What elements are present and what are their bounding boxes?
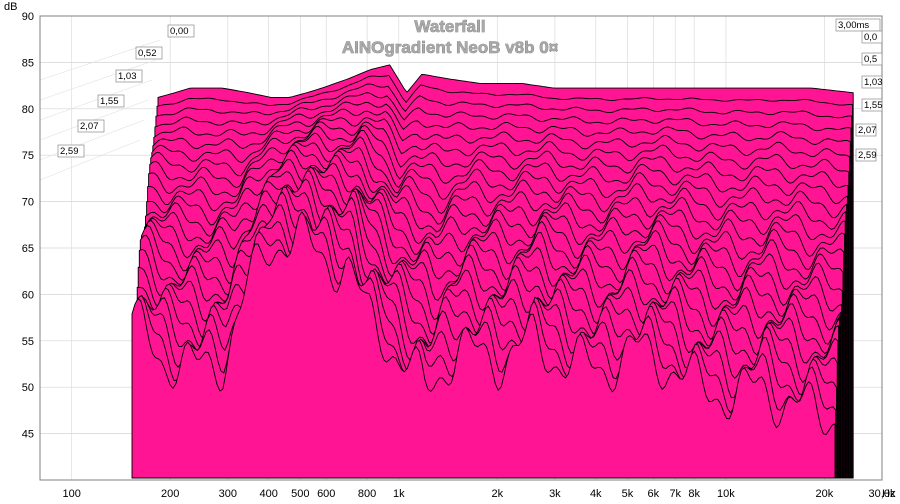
x-tick-label: 6k — [648, 488, 660, 500]
time-label-left: 0,52 — [138, 48, 157, 59]
time-label-right: 0,5 — [864, 54, 877, 65]
time-label-left: 1,55 — [100, 96, 119, 107]
time-label-right: 2,59 — [858, 150, 877, 161]
time-label-left: 0,00 — [170, 26, 189, 37]
chart-subtitle: AINOgradient NeoB v8b 0¤ — [342, 38, 558, 57]
y-tick-label: 60 — [22, 289, 34, 301]
x-tick-label: 2k — [491, 488, 503, 500]
grid-diagonal — [39, 119, 145, 161]
time-label-right: 1,03 — [864, 77, 883, 88]
time-label-box — [115, 69, 143, 83]
plot-frame — [39, 15, 883, 481]
grid-diagonal — [39, 59, 157, 101]
x-tick-label: 7k — [669, 488, 681, 500]
x-tick-label: 100 — [63, 488, 81, 500]
x-tick-label: 300 — [219, 488, 237, 500]
time-label-box — [861, 52, 883, 66]
x-tick-label: 4k — [590, 488, 602, 500]
x-tick-label: 3k — [549, 488, 561, 500]
x-axis-unit: Hz — [882, 488, 895, 500]
x-tick-label: 8k — [688, 488, 700, 500]
y-tick-label: 75 — [22, 150, 34, 162]
time-label-box — [167, 24, 195, 38]
x-tick-label: 20k — [816, 488, 834, 500]
y-tick-label: 55 — [22, 336, 34, 348]
time-label-right: 3,00ms — [838, 20, 869, 31]
y-tick-label: 45 — [22, 429, 34, 441]
x-tick-label: 30,0k — [869, 488, 896, 500]
time-label-box — [855, 123, 877, 137]
time-label-box — [135, 46, 163, 60]
time-label-box — [855, 148, 877, 162]
y-axis-label: dB — [4, 1, 17, 13]
time-label-left: 2,59 — [60, 146, 79, 157]
time-label-box — [97, 94, 125, 108]
x-tick-label: 200 — [161, 488, 179, 500]
chart-title: Waterfall — [414, 17, 485, 36]
time-label-right: 2,07 — [858, 125, 877, 136]
waterfall-slice — [131, 211, 836, 479]
x-tick-label: 400 — [259, 488, 277, 500]
grid-diagonal — [39, 79, 153, 121]
time-label-box — [861, 98, 883, 112]
time-label-box — [861, 30, 883, 44]
y-tick-label: 65 — [22, 243, 34, 255]
time-label-box — [57, 144, 85, 158]
x-tick-label: 500 — [291, 488, 309, 500]
time-label-box — [835, 18, 881, 32]
x-tick-label: 600 — [317, 488, 335, 500]
x-axis-ticks: 100 200 300 400 500 600 800 1k 2k 3k 4k 5k 6k 7k 8k 10k… — [63, 488, 896, 500]
x-tick-label: 5k — [622, 488, 634, 500]
y-tick-label: 50 — [22, 382, 34, 394]
y-tick-label: 90 — [22, 11, 34, 23]
time-label-left: 2,07 — [80, 121, 99, 132]
time-label-right: 1,55 — [864, 100, 883, 111]
grid-diagonal — [39, 139, 141, 181]
y-tick-label: 70 — [22, 197, 34, 209]
x-tick-label: 1k — [393, 488, 405, 500]
time-label-box — [861, 75, 883, 89]
y-tick-label: 80 — [22, 104, 34, 116]
time-label-box — [77, 119, 105, 133]
waterfall-slices — [131, 64, 854, 479]
time-label-left: 1,03 — [118, 71, 137, 82]
x-tick-label: 800 — [358, 488, 376, 500]
y-axis-ticks: 45 50 55 60 65 70 75 80 85 90 — [22, 11, 34, 441]
y-tick-label: 85 — [22, 57, 34, 69]
time-label-right: 0,0 — [864, 32, 877, 43]
plot-border — [39, 15, 883, 481]
x-tick-label: 10k — [717, 488, 735, 500]
